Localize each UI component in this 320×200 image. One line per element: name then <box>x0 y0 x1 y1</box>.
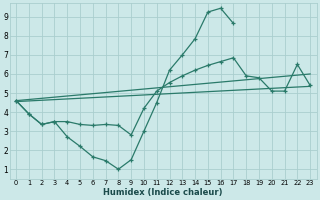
X-axis label: Humidex (Indice chaleur): Humidex (Indice chaleur) <box>103 188 223 197</box>
